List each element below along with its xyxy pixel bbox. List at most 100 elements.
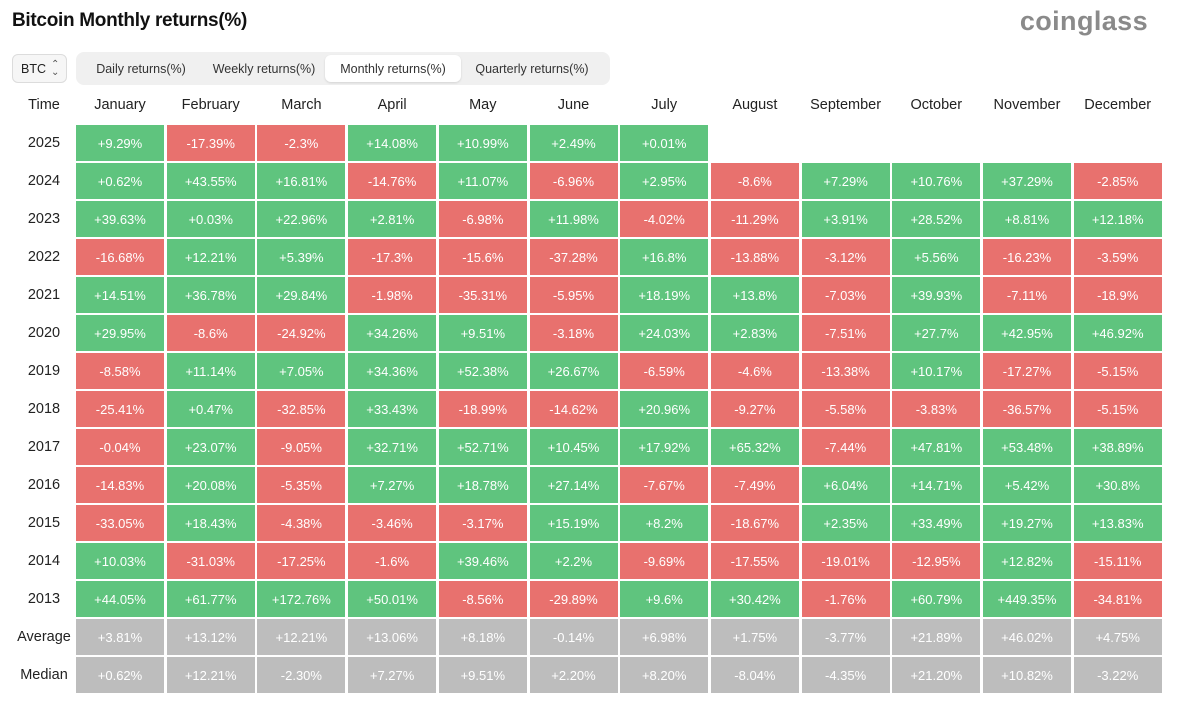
tab-quarterly-returns[interactable]: Quarterly returns(%): [475, 61, 589, 76]
return-cell[interactable]: -17.55%: [710, 543, 799, 579]
return-cell[interactable]: +14.08%: [348, 125, 437, 161]
tab-daily-returns[interactable]: Daily returns(%): [96, 61, 186, 76]
coinglass-logo[interactable]: coinglass: [1019, 6, 1148, 36]
return-cell[interactable]: +21.89%: [892, 619, 981, 655]
return-cell[interactable]: +22.96%: [257, 201, 346, 237]
return-cell[interactable]: +12.21%: [257, 619, 346, 655]
return-cell[interactable]: +30.8%: [1073, 467, 1162, 503]
return-cell[interactable]: -14.62%: [529, 391, 618, 427]
return-cell[interactable]: -0.14%: [529, 619, 618, 655]
return-cell[interactable]: +17.92%: [620, 429, 709, 465]
return-cell[interactable]: -36.57%: [983, 391, 1071, 427]
return-cell[interactable]: -17.27%: [983, 353, 1071, 389]
return-cell[interactable]: +44.05%: [76, 581, 164, 617]
return-cell[interactable]: +8.20%: [620, 657, 709, 693]
return-cell[interactable]: -14.76%: [348, 163, 437, 199]
return-cell[interactable]: +449.35%: [983, 581, 1071, 617]
return-cell[interactable]: +10.45%: [529, 429, 618, 465]
return-cell[interactable]: -4.38%: [257, 505, 346, 541]
return-cell[interactable]: +7.29%: [801, 163, 890, 199]
return-cell[interactable]: -15.6%: [438, 239, 527, 275]
return-cell[interactable]: +34.26%: [348, 315, 437, 351]
return-cell[interactable]: -17.3%: [348, 239, 437, 275]
return-cell[interactable]: +2.81%: [348, 201, 437, 237]
return-cell[interactable]: +12.21%: [166, 239, 255, 275]
return-cell[interactable]: -19.01%: [801, 543, 890, 579]
return-cell[interactable]: -5.15%: [1073, 353, 1162, 389]
return-cell[interactable]: +13.06%: [348, 619, 437, 655]
return-cell[interactable]: +53.48%: [983, 429, 1071, 465]
return-cell[interactable]: +46.92%: [1073, 315, 1162, 351]
return-cell[interactable]: +13.12%: [166, 619, 255, 655]
return-cell[interactable]: +7.05%: [257, 353, 346, 389]
return-cell[interactable]: +21.20%: [892, 657, 981, 693]
return-cell[interactable]: +7.27%: [348, 657, 437, 693]
return-cell[interactable]: +29.84%: [257, 277, 346, 313]
return-cell[interactable]: +52.71%: [438, 429, 527, 465]
return-cell[interactable]: +7.27%: [348, 467, 437, 503]
return-cell[interactable]: -8.58%: [76, 353, 164, 389]
return-cell[interactable]: +15.19%: [529, 505, 618, 541]
return-cell[interactable]: +30.42%: [710, 581, 799, 617]
return-cell[interactable]: -0.04%: [76, 429, 164, 465]
return-cell[interactable]: +8.81%: [983, 201, 1071, 237]
return-cell[interactable]: +27.7%: [892, 315, 981, 351]
return-cell[interactable]: +32.71%: [348, 429, 437, 465]
return-cell[interactable]: -8.6%: [710, 163, 799, 199]
tab-monthly-returns[interactable]: Monthly returns(%): [325, 55, 461, 82]
return-cell[interactable]: +50.01%: [348, 581, 437, 617]
return-cell[interactable]: +9.51%: [438, 315, 527, 351]
return-cell[interactable]: +23.07%: [166, 429, 255, 465]
return-cell[interactable]: -34.81%: [1073, 581, 1162, 617]
return-cell[interactable]: +43.55%: [166, 163, 255, 199]
return-cell[interactable]: -25.41%: [76, 391, 164, 427]
return-cell[interactable]: +13.8%: [710, 277, 799, 313]
return-cell[interactable]: -8.04%: [710, 657, 799, 693]
return-cell[interactable]: -5.15%: [1073, 391, 1162, 427]
return-cell[interactable]: +39.46%: [438, 543, 527, 579]
return-cell[interactable]: -13.88%: [710, 239, 799, 275]
return-cell[interactable]: +65.32%: [710, 429, 799, 465]
return-cell[interactable]: +10.82%: [983, 657, 1071, 693]
return-cell[interactable]: +6.04%: [801, 467, 890, 503]
return-cell[interactable]: -2.3%: [257, 125, 346, 161]
return-cell[interactable]: -9.05%: [257, 429, 346, 465]
return-cell[interactable]: +2.35%: [801, 505, 890, 541]
return-cell[interactable]: -18.9%: [1073, 277, 1162, 313]
return-cell[interactable]: +172.76%: [257, 581, 346, 617]
return-cell[interactable]: -7.49%: [710, 467, 799, 503]
return-cell[interactable]: -2.30%: [257, 657, 346, 693]
return-cell[interactable]: +1.75%: [710, 619, 799, 655]
return-cell[interactable]: +2.95%: [620, 163, 709, 199]
return-cell[interactable]: +24.03%: [620, 315, 709, 351]
return-cell[interactable]: +46.02%: [983, 619, 1071, 655]
return-cell[interactable]: -4.02%: [620, 201, 709, 237]
return-cell[interactable]: +8.2%: [620, 505, 709, 541]
return-cell[interactable]: -3.77%: [801, 619, 890, 655]
return-cell[interactable]: -7.51%: [801, 315, 890, 351]
return-cell[interactable]: +18.19%: [620, 277, 709, 313]
return-cell[interactable]: +12.82%: [983, 543, 1071, 579]
return-cell[interactable]: +16.8%: [620, 239, 709, 275]
return-cell[interactable]: -32.85%: [257, 391, 346, 427]
return-cell[interactable]: -3.59%: [1073, 239, 1162, 275]
return-cell[interactable]: -33.05%: [76, 505, 164, 541]
return-cell[interactable]: +3.91%: [801, 201, 890, 237]
return-cell[interactable]: -15.11%: [1073, 543, 1162, 579]
return-cell[interactable]: -17.39%: [166, 125, 255, 161]
return-cell[interactable]: -6.96%: [529, 163, 618, 199]
tab-weekly-returns[interactable]: Weekly returns(%): [212, 61, 316, 76]
return-cell[interactable]: -7.44%: [801, 429, 890, 465]
return-cell[interactable]: +27.14%: [529, 467, 618, 503]
return-cell[interactable]: -8.6%: [166, 315, 255, 351]
return-cell[interactable]: +14.51%: [76, 277, 164, 313]
return-cell[interactable]: +0.03%: [166, 201, 255, 237]
return-cell[interactable]: -14.83%: [76, 467, 164, 503]
return-cell[interactable]: -29.89%: [529, 581, 618, 617]
return-cell[interactable]: -9.69%: [620, 543, 709, 579]
return-cell[interactable]: +0.62%: [76, 163, 164, 199]
return-cell[interactable]: +10.17%: [892, 353, 981, 389]
return-cell[interactable]: -9.27%: [710, 391, 799, 427]
return-cell[interactable]: +47.81%: [892, 429, 981, 465]
return-cell[interactable]: -7.03%: [801, 277, 890, 313]
